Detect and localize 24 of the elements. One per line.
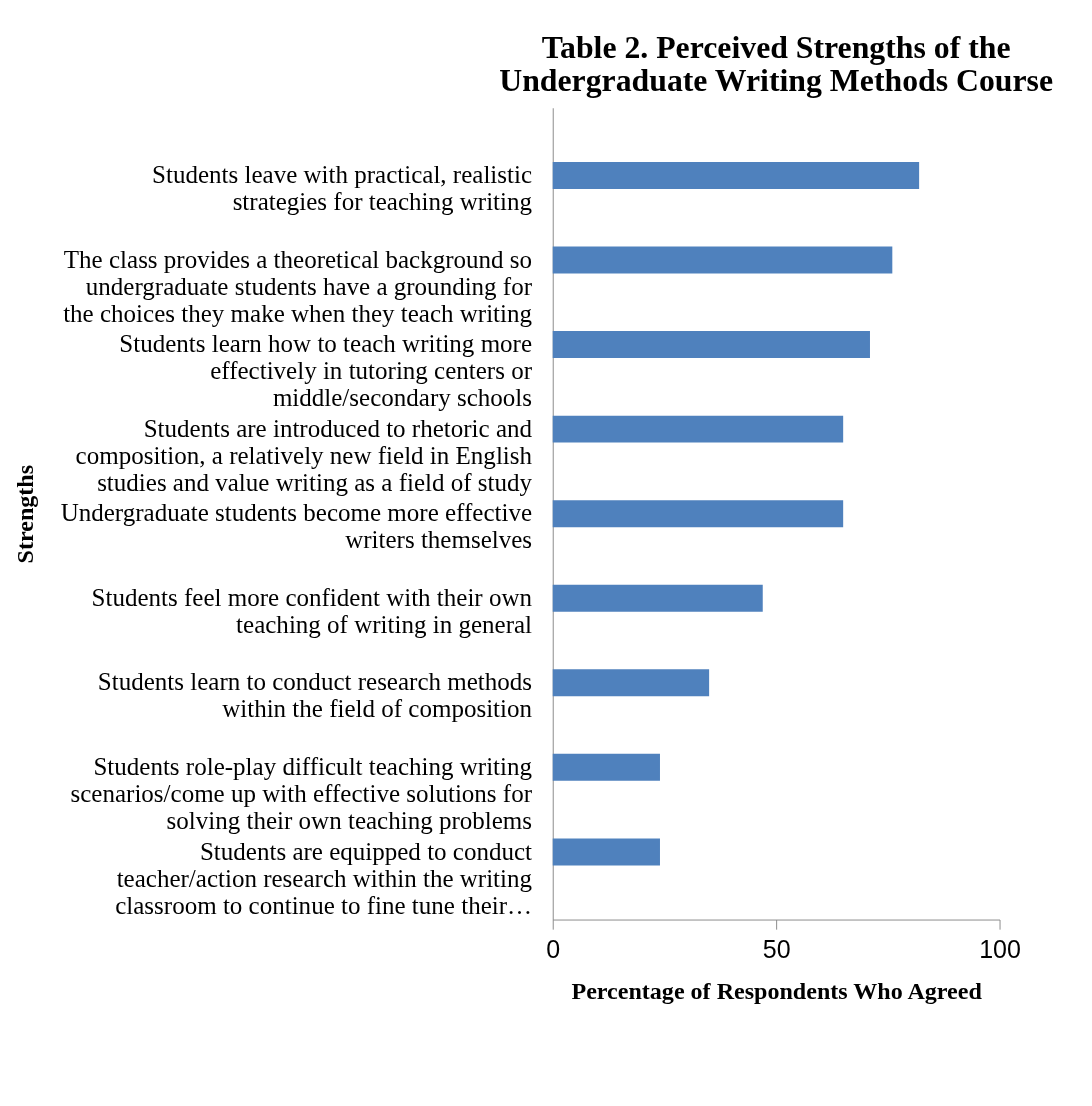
- bar: [552, 331, 870, 359]
- y-tick-label: Students feel more confident with their own teaching of writing in general: [91, 583, 533, 638]
- x-tick-label: 50: [762, 934, 791, 963]
- y-tick-label: Students are equipped to conduct teacher/action research within the writing classroom to continue to fine tune their…: [115, 837, 533, 919]
- bar: [552, 161, 920, 189]
- bar: [552, 584, 763, 612]
- x-axis-title: Percentage of Respondents Who Agreed: [571, 978, 983, 1004]
- bar: [552, 246, 893, 274]
- chart-title: Table 2. Perceived Strengths of the Undergraduate Writing Methods Course: [499, 29, 1054, 99]
- y-tick-label: Undergraduate students become more effective writers themselves: [60, 499, 533, 554]
- y-tick-label: Students learn how to teach writing more effectively in tutoring centers or middle/secondary schools: [119, 330, 533, 412]
- y-tick-label: The class provides a theoretical background so undergraduate students have a grounding for the choices they make when they teach writing: [63, 245, 533, 327]
- y-tick-label: Students role-play difficult teaching writing scenarios/come up with effective solutions for solving their own teaching problems: [70, 753, 533, 834]
- bar: [552, 500, 844, 528]
- bar: [552, 415, 844, 443]
- bar: [552, 838, 660, 866]
- x-tick-label: 0: [546, 934, 561, 963]
- y-tick-label: Students are introduced to rhetoric and composition, a relatively new field in English studies and value writing as a field of study: [75, 414, 533, 496]
- y-tick-label: Students leave with practical, realistic strategies for teaching writing: [152, 161, 533, 216]
- bar: [552, 669, 710, 697]
- bar: [552, 753, 660, 781]
- y-axis-title: Strengths: [12, 464, 39, 564]
- y-tick-label: Students learn to conduct research methods within the field of composition: [97, 668, 533, 723]
- x-tick-label: 100: [979, 934, 1021, 963]
